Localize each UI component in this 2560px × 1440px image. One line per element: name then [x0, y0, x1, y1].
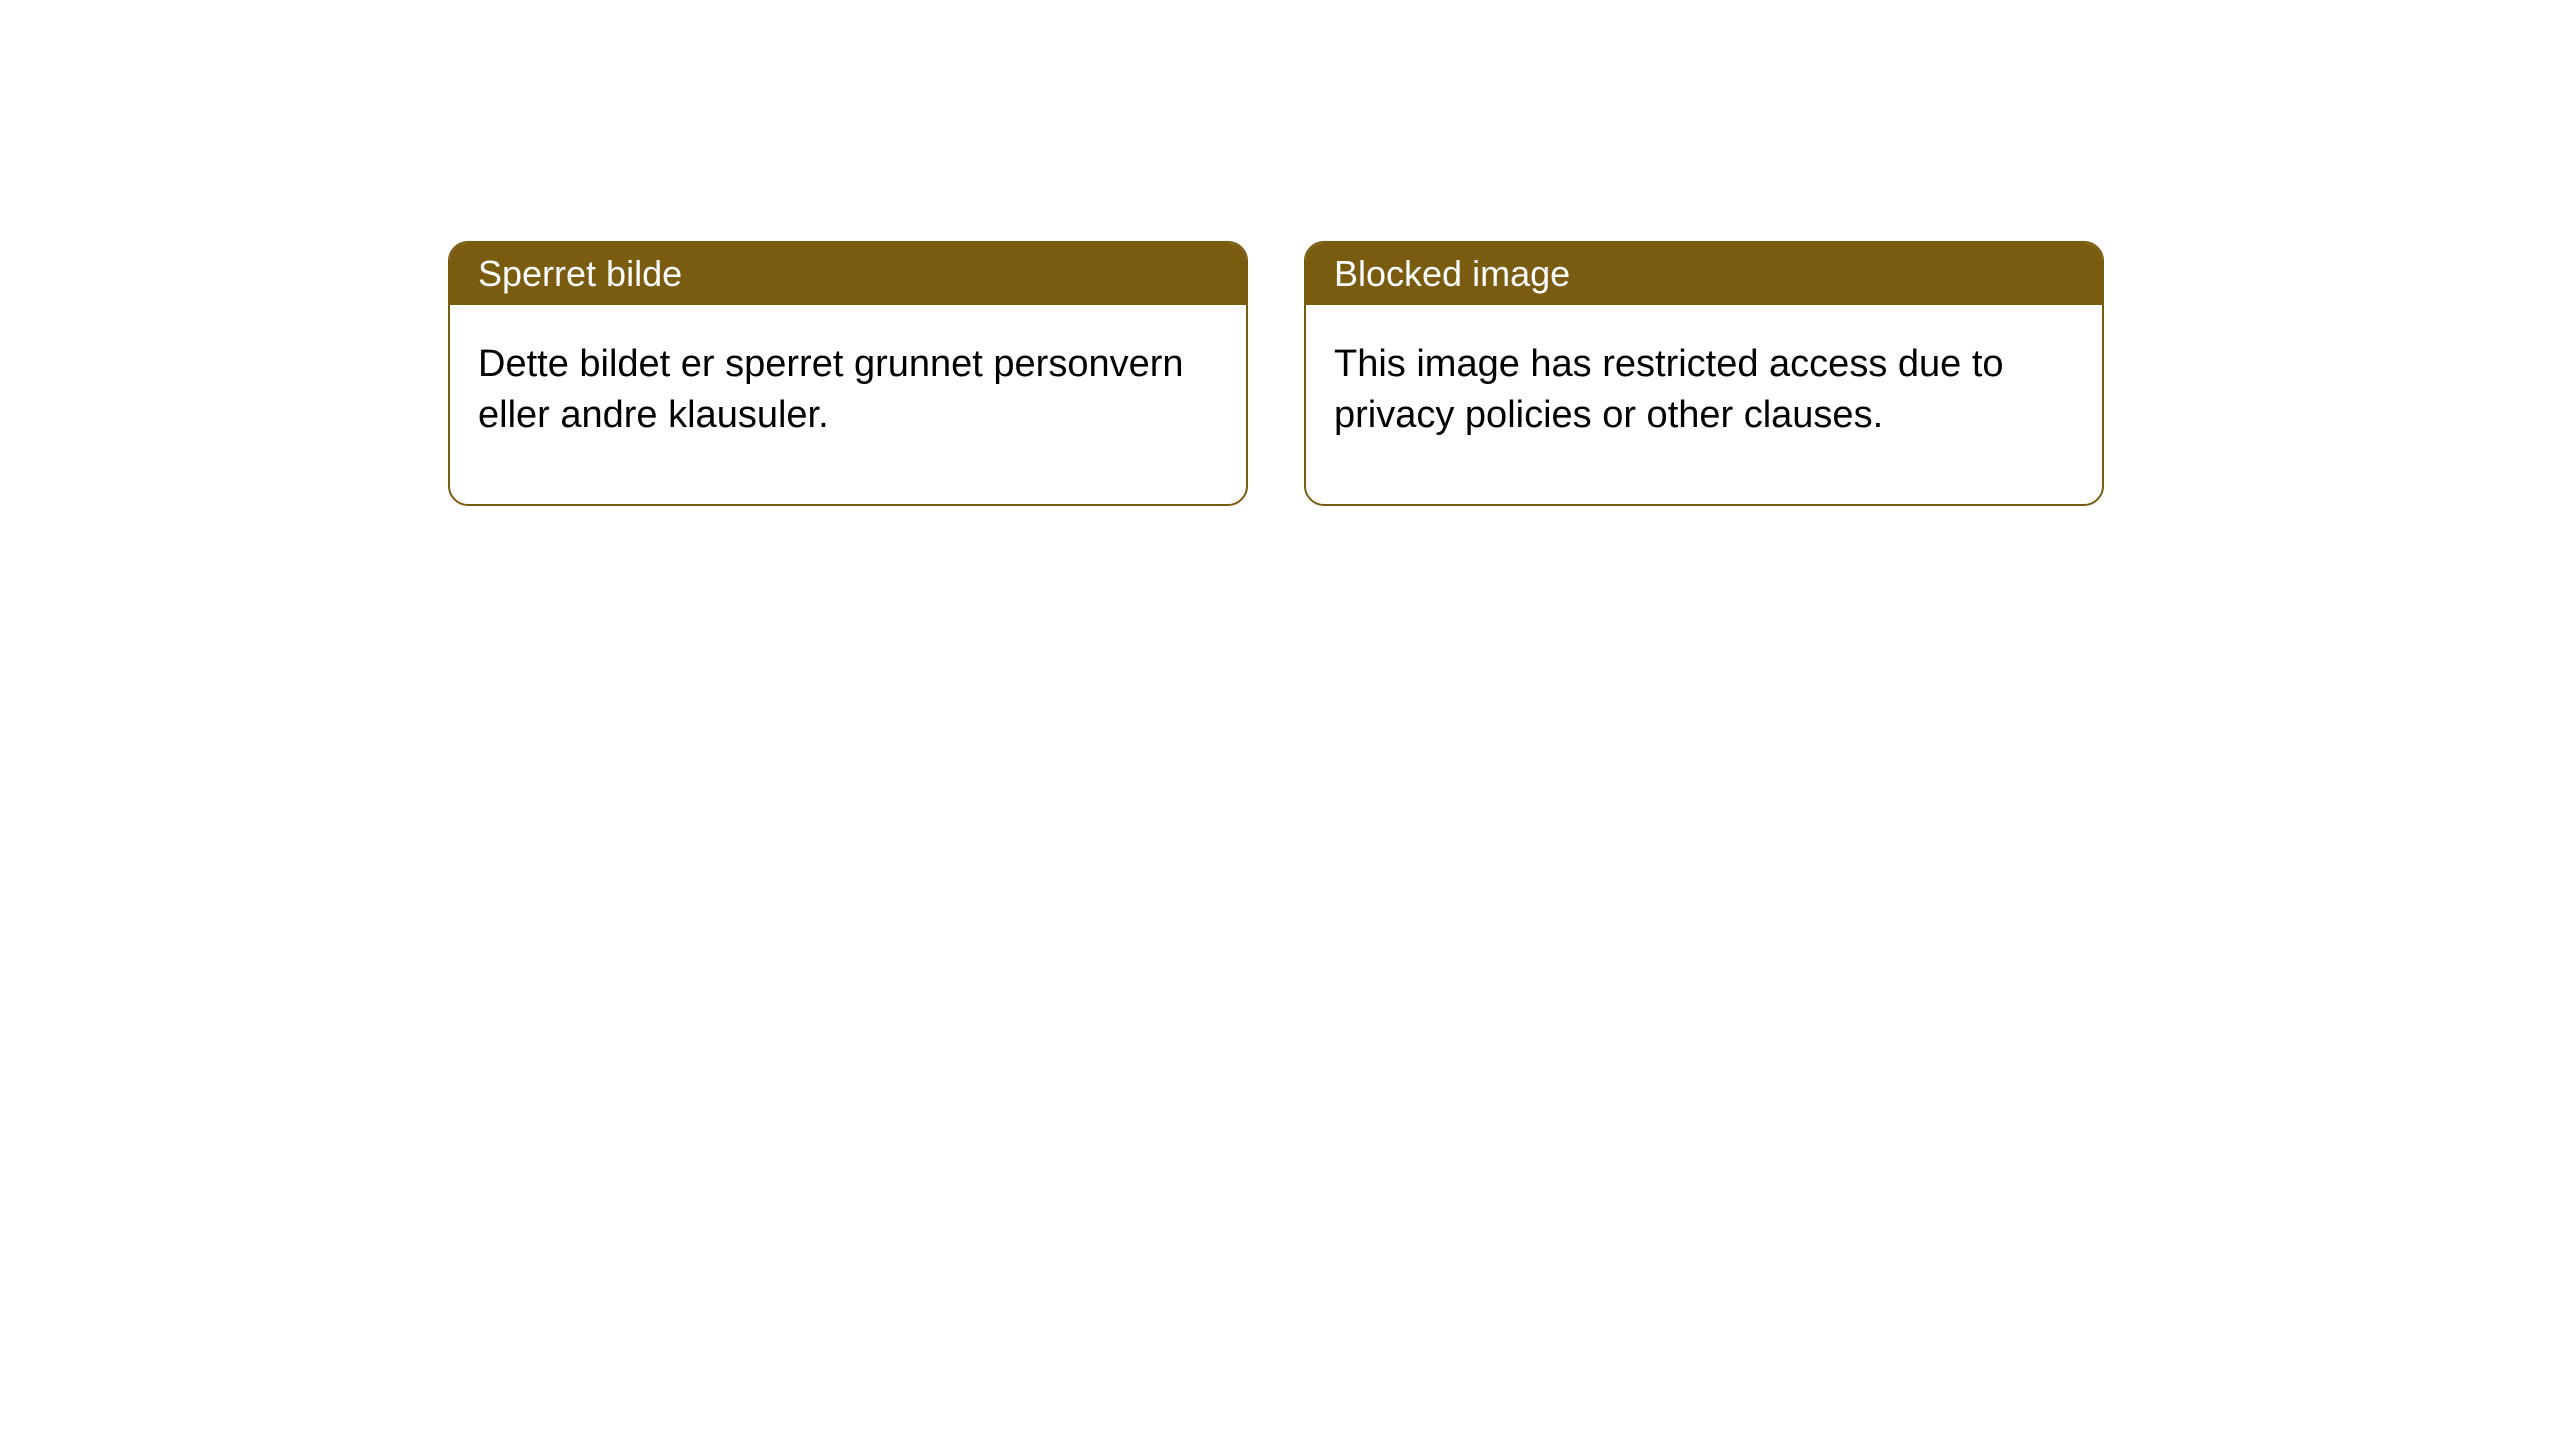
- notice-card-title: Blocked image: [1306, 243, 2102, 305]
- notice-cards-container: Sperret bilde Dette bildet er sperret gr…: [0, 0, 2560, 506]
- notice-card-norwegian: Sperret bilde Dette bildet er sperret gr…: [448, 241, 1248, 506]
- notice-card-english: Blocked image This image has restricted …: [1304, 241, 2104, 506]
- notice-card-body: Dette bildet er sperret grunnet personve…: [450, 305, 1246, 504]
- notice-card-body: This image has restricted access due to …: [1306, 305, 2102, 504]
- notice-card-title: Sperret bilde: [450, 243, 1246, 305]
